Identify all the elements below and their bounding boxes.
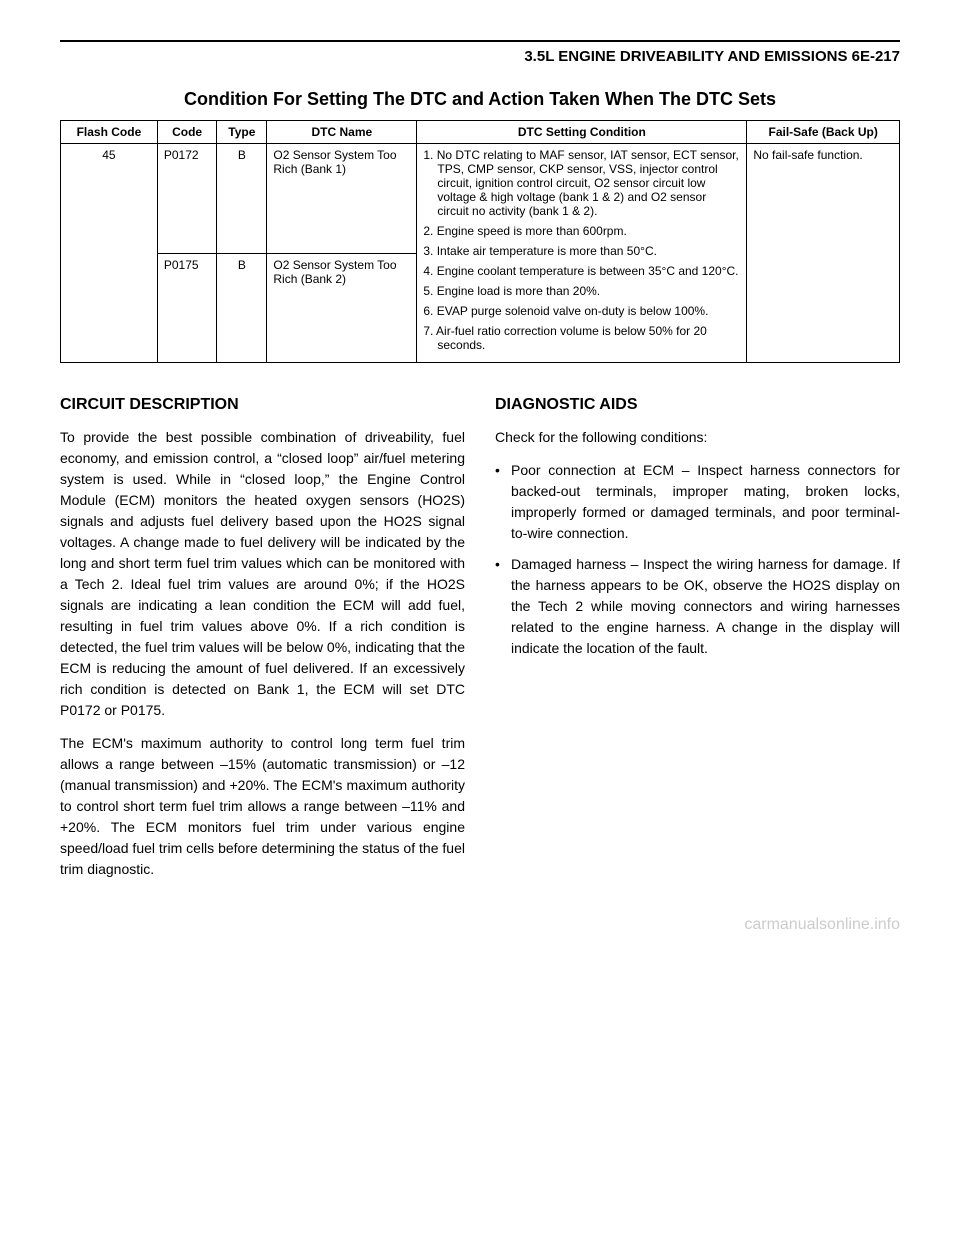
page-header: 3.5L ENGINE DRIVEABILITY AND EMISSIONS 6… xyxy=(60,48,900,65)
diag-bullet: Damaged harness – Inspect the wiring har… xyxy=(495,554,900,659)
condition-item: 4. Engine coolant temperature is between… xyxy=(423,264,740,278)
circuit-paragraph: To provide the best possible combination… xyxy=(60,427,465,721)
watermark: carmanualsonline.info xyxy=(744,916,900,934)
circuit-heading: CIRCUIT DESCRIPTION xyxy=(60,393,465,417)
cell-flash: 45 xyxy=(61,144,158,363)
col-code: Code xyxy=(157,121,216,144)
page: 3.5L ENGINE DRIVEABILITY AND EMISSIONS 6… xyxy=(0,0,960,952)
section-title: Condition For Setting The DTC and Action… xyxy=(60,89,900,110)
condition-item: 7. Air-fuel ratio correction volume is b… xyxy=(423,324,740,352)
condition-list: 1. No DTC relating to MAF sensor, IAT se… xyxy=(423,148,740,352)
cell-code: P0175 xyxy=(157,253,216,363)
diag-bullets: Poor connection at ECM – Inspect harness… xyxy=(495,460,900,659)
diag-intro: Check for the following conditions: xyxy=(495,427,900,448)
col-type: Type xyxy=(217,121,267,144)
condition-item: 6. EVAP purge solenoid valve on-duty is … xyxy=(423,304,740,318)
cell-type: B xyxy=(217,253,267,363)
cell-code: P0172 xyxy=(157,144,216,254)
diag-heading: DIAGNOSTIC AIDS xyxy=(495,393,900,417)
condition-item: 3. Intake air temperature is more than 5… xyxy=(423,244,740,258)
table-header-row: Flash Code Code Type DTC Name DTC Settin… xyxy=(61,121,900,144)
col-fail: Fail-Safe (Back Up) xyxy=(747,121,900,144)
cell-name: O2 Sensor System Too Rich (Bank 2) xyxy=(267,253,417,363)
cell-failsafe: No fail-safe function. xyxy=(747,144,900,363)
left-column: CIRCUIT DESCRIPTION To provide the best … xyxy=(60,393,465,892)
col-name: DTC Name xyxy=(267,121,417,144)
dtc-table: Flash Code Code Type DTC Name DTC Settin… xyxy=(60,120,900,363)
header-rule xyxy=(60,40,900,42)
table-row: 45 P0172 B O2 Sensor System Too Rich (Ba… xyxy=(61,144,900,254)
col-flash: Flash Code xyxy=(61,121,158,144)
condition-item: 1. No DTC relating to MAF sensor, IAT se… xyxy=(423,148,740,218)
cell-type: B xyxy=(217,144,267,254)
content-columns: CIRCUIT DESCRIPTION To provide the best … xyxy=(60,393,900,892)
circuit-paragraph: The ECM's maximum authority to control l… xyxy=(60,733,465,880)
cell-conditions: 1. No DTC relating to MAF sensor, IAT se… xyxy=(417,144,747,363)
condition-item: 2. Engine speed is more than 600rpm. xyxy=(423,224,740,238)
condition-item: 5. Engine load is more than 20%. xyxy=(423,284,740,298)
diag-bullet: Poor connection at ECM – Inspect harness… xyxy=(495,460,900,544)
col-cond: DTC Setting Condition xyxy=(417,121,747,144)
right-column: DIAGNOSTIC AIDS Check for the following … xyxy=(495,393,900,892)
cell-name: O2 Sensor System Too Rich (Bank 1) xyxy=(267,144,417,254)
